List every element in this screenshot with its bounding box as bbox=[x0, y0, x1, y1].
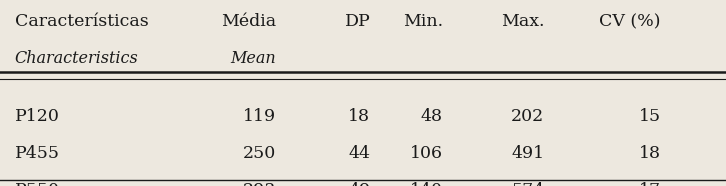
Text: Characteristics: Characteristics bbox=[15, 50, 138, 67]
Text: Média: Média bbox=[221, 13, 276, 30]
Text: 48: 48 bbox=[421, 108, 443, 125]
Text: 18: 18 bbox=[639, 145, 661, 162]
Text: Min.: Min. bbox=[403, 13, 443, 30]
Text: 17: 17 bbox=[639, 182, 661, 186]
Text: 15: 15 bbox=[639, 108, 661, 125]
Text: P455: P455 bbox=[15, 145, 60, 162]
Text: P550: P550 bbox=[15, 182, 60, 186]
Text: Mean: Mean bbox=[230, 50, 276, 67]
Text: DP: DP bbox=[345, 13, 370, 30]
Text: 18: 18 bbox=[348, 108, 370, 125]
Text: P120: P120 bbox=[15, 108, 60, 125]
Text: 140: 140 bbox=[410, 182, 443, 186]
Text: 293: 293 bbox=[242, 182, 276, 186]
Text: 202: 202 bbox=[511, 108, 544, 125]
Text: CV (%): CV (%) bbox=[599, 13, 661, 30]
Text: 44: 44 bbox=[348, 145, 370, 162]
Text: 106: 106 bbox=[410, 145, 443, 162]
Text: 250: 250 bbox=[242, 145, 276, 162]
Text: 119: 119 bbox=[242, 108, 276, 125]
Text: Max.: Max. bbox=[501, 13, 544, 30]
Text: 491: 491 bbox=[511, 145, 544, 162]
Text: 49: 49 bbox=[348, 182, 370, 186]
Text: Características: Características bbox=[15, 13, 148, 30]
Text: 574: 574 bbox=[511, 182, 544, 186]
